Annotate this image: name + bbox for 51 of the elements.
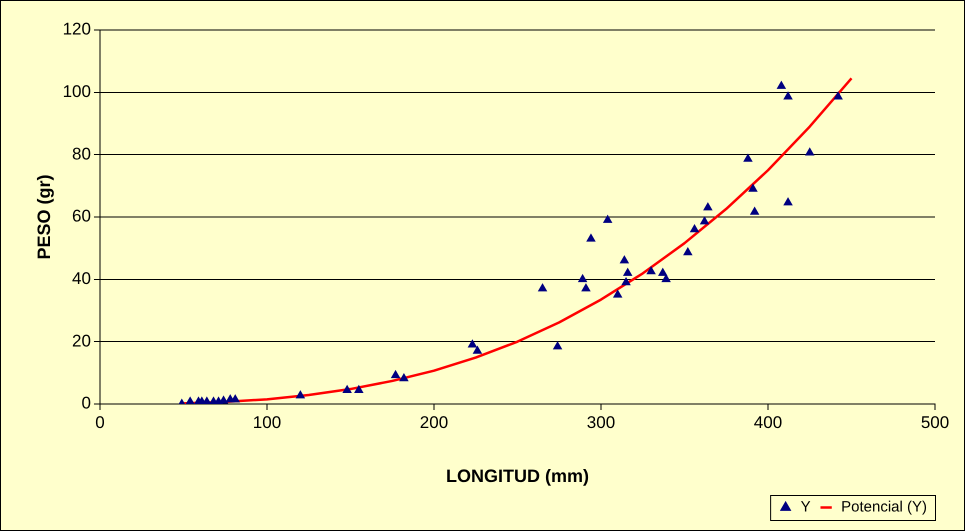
point (620, 256, 629, 264)
y-tick-label: 60 (72, 206, 91, 226)
point (700, 216, 709, 224)
y-tick-label: 80 (72, 144, 91, 164)
y-tick-label: 120 (62, 20, 91, 39)
x-tick-label: 200 (420, 412, 448, 432)
point (468, 340, 477, 348)
x-tick-label: 0 (95, 412, 105, 432)
point (296, 390, 305, 398)
point (578, 274, 588, 282)
point (805, 148, 814, 156)
point (834, 92, 843, 100)
point (784, 198, 792, 206)
x-tick-label: 300 (586, 412, 616, 432)
point (613, 290, 622, 298)
point (703, 202, 712, 210)
point (391, 370, 400, 378)
legend-label: Potencial (Y) (841, 498, 928, 516)
point (623, 268, 632, 276)
point (690, 224, 699, 232)
legend-label: Y (800, 498, 811, 516)
point (582, 284, 590, 292)
point (776, 81, 786, 89)
point (586, 234, 596, 242)
y-tick-label: 0 (81, 394, 91, 413)
point (230, 394, 240, 402)
y-tick-label: 100 (62, 82, 91, 102)
point (538, 284, 547, 292)
x-tick-label: 500 (920, 412, 950, 432)
point (683, 248, 692, 256)
x-axis-title: LONGITUD (mm) (446, 466, 589, 486)
point (750, 207, 760, 215)
point (646, 266, 656, 274)
x-tick-label: 100 (252, 412, 282, 432)
y-tick-label: 20 (72, 331, 91, 350)
point (658, 268, 668, 276)
y-tick-label: 40 (72, 269, 91, 288)
point (622, 277, 630, 286)
point (186, 396, 195, 404)
point (662, 274, 671, 282)
point (744, 154, 752, 162)
point (784, 92, 792, 100)
point (354, 385, 364, 394)
point (553, 342, 562, 350)
point (342, 385, 352, 394)
point (473, 346, 482, 354)
point (400, 373, 408, 382)
point (748, 184, 758, 192)
y-axis-title: PESO (gr) (34, 174, 54, 260)
x-tick-label: 400 (754, 412, 782, 432)
point (603, 215, 612, 223)
